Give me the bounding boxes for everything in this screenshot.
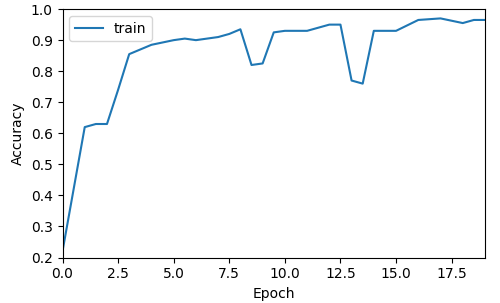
Legend: train: train bbox=[70, 16, 152, 41]
train bbox=[193, 38, 199, 42]
train bbox=[338, 23, 344, 26]
train bbox=[170, 38, 176, 42]
train bbox=[416, 18, 422, 22]
train bbox=[215, 35, 221, 39]
train bbox=[282, 29, 288, 33]
train bbox=[126, 52, 132, 56]
train bbox=[271, 31, 277, 34]
X-axis label: Epoch: Epoch bbox=[252, 287, 295, 301]
train bbox=[248, 63, 254, 67]
Line: train: train bbox=[62, 18, 485, 251]
train bbox=[460, 21, 466, 25]
train bbox=[115, 88, 121, 92]
train bbox=[371, 29, 377, 33]
train bbox=[360, 82, 366, 85]
train bbox=[182, 37, 188, 40]
train bbox=[260, 62, 266, 65]
train bbox=[293, 29, 299, 33]
train bbox=[304, 29, 310, 33]
train bbox=[82, 125, 87, 129]
train bbox=[482, 18, 488, 22]
train bbox=[326, 23, 332, 26]
train bbox=[226, 32, 232, 36]
train bbox=[438, 17, 444, 20]
train bbox=[471, 18, 477, 22]
train bbox=[60, 250, 66, 253]
train bbox=[104, 122, 110, 126]
Y-axis label: Accuracy: Accuracy bbox=[11, 102, 25, 165]
train bbox=[348, 79, 354, 82]
train bbox=[148, 43, 154, 47]
train bbox=[93, 122, 99, 126]
train bbox=[393, 29, 399, 33]
train bbox=[238, 28, 244, 31]
